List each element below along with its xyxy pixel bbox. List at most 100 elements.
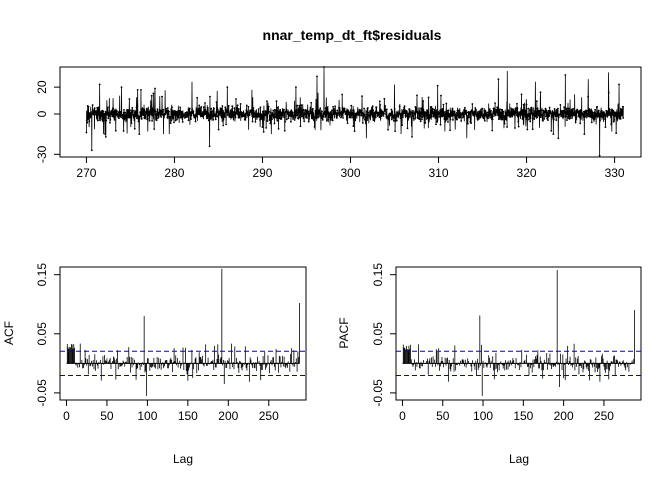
residual-point: [410, 117, 413, 120]
residual-point: [422, 100, 425, 102]
residual-point: [555, 119, 558, 121]
residual-point: [276, 119, 279, 122]
acf-bars: [60, 268, 306, 396]
residual-point: [273, 116, 275, 119]
residual-point: [310, 101, 313, 104]
residual-point: [122, 130, 125, 132]
residual-point: [423, 111, 426, 113]
residual-point: [617, 114, 620, 117]
residual-point: [141, 108, 144, 110]
residual-point: [445, 109, 448, 112]
acf-x-tick-label: 100: [137, 409, 157, 423]
residual-point: [133, 116, 135, 119]
residual-point: [538, 116, 541, 119]
residual-point: [156, 112, 158, 115]
residual-point: [308, 114, 311, 116]
residual-point: [448, 113, 451, 115]
residual-point: [500, 118, 503, 121]
residual-point: [197, 108, 200, 111]
residual-point: [428, 115, 431, 117]
residual-point: [465, 111, 468, 114]
residual-point: [227, 104, 230, 107]
residual-point: [476, 119, 479, 121]
residual-point: [516, 102, 518, 105]
residual-point: [374, 111, 377, 114]
residual-point: [499, 117, 502, 119]
residual-point: [192, 113, 195, 116]
residual-point: [130, 109, 132, 111]
residual-point: [522, 103, 525, 106]
residual-point: [399, 117, 402, 119]
residual-point: [622, 117, 625, 119]
residual-point: [348, 112, 351, 115]
residual-point: [501, 118, 504, 121]
residual-point: [125, 114, 127, 117]
residual-point: [414, 106, 417, 108]
residual-point: [379, 108, 382, 111]
residual-point: [170, 119, 173, 122]
residual-point: [612, 109, 615, 112]
residual-point: [436, 84, 439, 87]
residual-point: [509, 115, 512, 118]
residual-point: [161, 95, 163, 98]
residual-point: [397, 115, 399, 118]
residual-point: [172, 111, 175, 113]
residual-point: [283, 129, 286, 132]
residual-point: [311, 113, 313, 116]
residual-point: [579, 122, 582, 125]
residual-point: [154, 113, 157, 116]
residual-point: [152, 108, 155, 111]
residual-point: [104, 133, 106, 135]
residual-point: [458, 109, 461, 112]
residual-point: [492, 115, 494, 118]
residual-point: [491, 118, 494, 121]
residual-point: [420, 112, 423, 114]
residual-point: [165, 107, 168, 110]
residual-point: [606, 110, 608, 112]
residual-point: [545, 109, 548, 112]
residual-point: [363, 113, 366, 116]
residual-point: [409, 115, 411, 118]
residual-point: [497, 113, 499, 116]
residual-point: [151, 114, 154, 117]
residual-point: [357, 112, 360, 115]
residual-point: [461, 112, 464, 114]
residual-point: [387, 128, 389, 131]
residual-point: [140, 118, 143, 120]
residual-point: [116, 113, 119, 116]
residual-point: [310, 115, 313, 118]
residual-point: [126, 113, 129, 116]
residual-point: [252, 106, 255, 109]
residual-point: [343, 108, 346, 110]
residual-point: [494, 102, 496, 105]
residual-point: [251, 120, 254, 123]
residual-point: [90, 149, 93, 152]
residual-point: [346, 122, 349, 124]
residual-point: [224, 106, 227, 109]
residuals-x-tick-label: 310: [429, 166, 449, 180]
residual-point: [447, 121, 449, 123]
residual-point: [586, 113, 589, 116]
acf-y-tick-label: 0.15: [35, 263, 49, 287]
residual-point: [169, 122, 172, 125]
residual-point: [619, 117, 622, 120]
residual-point: [181, 111, 184, 114]
residual-point: [559, 110, 562, 113]
residual-point: [284, 120, 287, 123]
residual-point: [560, 113, 563, 116]
residual-point: [158, 111, 161, 114]
residual-point: [167, 113, 170, 116]
residual-point: [242, 111, 245, 114]
residual-point: [459, 115, 461, 117]
residual-point: [584, 115, 587, 118]
residual-point: [133, 127, 136, 130]
residual-point: [260, 118, 263, 121]
residual-point: [521, 109, 524, 111]
residual-point: [187, 119, 190, 122]
residual-point: [365, 111, 368, 113]
pacf-panel: 0 50 100 150 200 250 -0.05 0.05 0.15 Lag PACF: [337, 263, 642, 466]
residual-point: [513, 110, 516, 112]
residual-point: [566, 109, 569, 112]
residual-point: [224, 108, 227, 111]
pacf-x-axis: 0 50 100 150 200 250: [399, 399, 614, 423]
